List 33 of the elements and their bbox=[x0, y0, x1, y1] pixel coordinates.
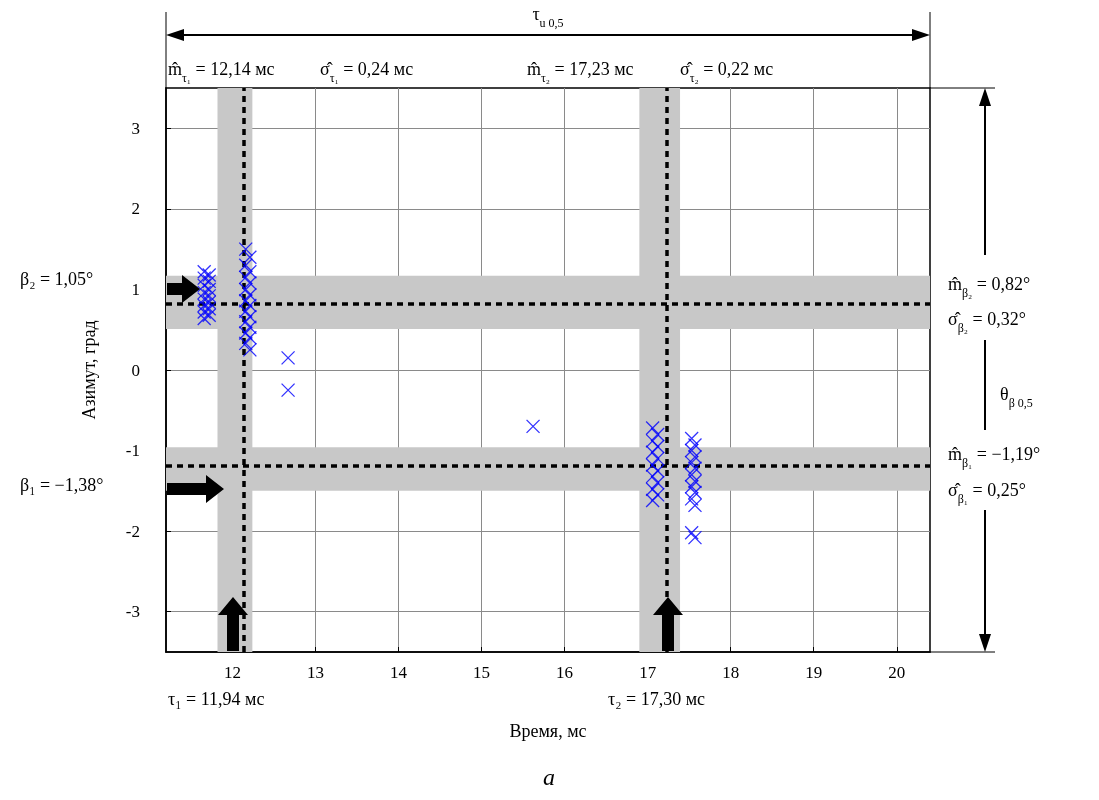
x-tick-label: 18 bbox=[722, 663, 740, 682]
text: σ̂$_{β₁}$ = 0,25° bbox=[948, 480, 1026, 506]
y-tick-label: 0 bbox=[131, 360, 140, 380]
text: m̂$_{β₂}$ = 0,82° bbox=[948, 274, 1031, 300]
y-tick-label: 2 bbox=[131, 199, 140, 219]
x-tick-label: 16 bbox=[556, 663, 574, 682]
x-tick-label: 17 bbox=[639, 663, 657, 682]
x-tick-label: 14 bbox=[390, 663, 408, 682]
text: θ$_{β 0,5}$ bbox=[1000, 384, 1033, 410]
text: β₂ = 1,05° bbox=[20, 269, 94, 289]
text: σ̂$_{τ₂}$ = 0,22 мс bbox=[680, 59, 774, 85]
text: τ₁ = 11,94 мс bbox=[168, 689, 265, 709]
y-tick-label: 1 bbox=[131, 279, 140, 299]
x-axis-title: Время, мс bbox=[509, 721, 587, 741]
x-tick-label: 15 bbox=[473, 663, 491, 682]
x-tick-label: 12 bbox=[223, 663, 241, 682]
text: m̂$_{τ₁}$ = 12,14 мс bbox=[168, 59, 275, 85]
x-tick-label: 20 bbox=[888, 663, 906, 682]
text: σ̂$_{β₂}$ = 0,32° bbox=[948, 309, 1026, 335]
text: m̂$_{β₁}$ = −1,19° bbox=[948, 444, 1041, 470]
y-tick-label: -3 bbox=[125, 602, 140, 622]
x-tick-label: 13 bbox=[306, 663, 324, 682]
text: a bbox=[543, 764, 555, 790]
text: τ₂ = 17,30 мс bbox=[608, 689, 706, 709]
y-tick-label: -2 bbox=[125, 521, 140, 541]
y-axis-title: Азимут, град bbox=[79, 320, 99, 420]
y-tick-label: -1 bbox=[125, 441, 140, 461]
text: τ$_{u 0,5}$ bbox=[532, 4, 564, 30]
text: m̂$_{τ₂}$ = 17,23 мс bbox=[527, 59, 634, 85]
text: β₁ = −1,38° bbox=[20, 475, 104, 495]
y-tick-label: 3 bbox=[131, 118, 140, 138]
x-tick-label: 19 bbox=[805, 663, 823, 682]
text: σ̂$_{τ₁}$ = 0,24 мс bbox=[320, 59, 414, 85]
